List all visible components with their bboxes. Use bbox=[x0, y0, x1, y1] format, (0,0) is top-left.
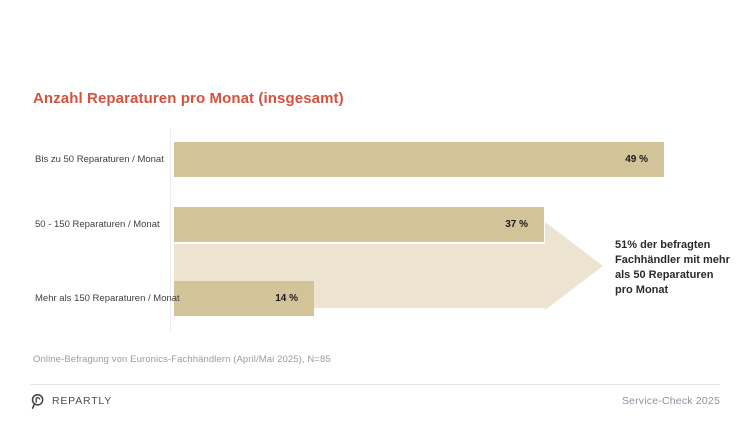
brand-name: REPARTLY bbox=[52, 395, 113, 407]
footer-divider bbox=[30, 384, 720, 385]
bar-value-label: 49 % bbox=[625, 154, 648, 165]
page-title: Anzahl Reparaturen pro Monat (insgesamt) bbox=[33, 90, 344, 107]
category-label: Bis zu 50 Reparaturen / Monat bbox=[35, 154, 164, 165]
callout-annotation: 51% der befragten Fachhändler mit mehr a… bbox=[615, 239, 730, 296]
bar-value-label: 37 % bbox=[505, 219, 528, 230]
bar: 14 % bbox=[174, 281, 314, 316]
brand-logo: REPARTLY bbox=[30, 392, 112, 410]
category-label: 50 - 150 Reparaturen / Monat bbox=[35, 219, 160, 230]
bar-row: Mehr als 150 Reparaturen / Monat 14 % bbox=[0, 281, 750, 316]
bar-value-label: 14 % bbox=[275, 293, 298, 304]
bar-chart: Bis zu 50 Reparaturen / Monat 49 % 50 - … bbox=[0, 128, 750, 340]
footer-right-text: Service-Check 2025 bbox=[621, 395, 720, 407]
bar-row: 50 - 150 Reparaturen / Monat 37 % bbox=[0, 207, 750, 242]
bar: 37 % bbox=[174, 207, 544, 242]
source-footnote: Online-Befragung von Euronics-Fachhändle… bbox=[33, 354, 331, 365]
y-axis-line bbox=[170, 128, 171, 332]
bar: 49 % bbox=[174, 142, 664, 177]
repartly-logo-icon bbox=[31, 393, 44, 409]
category-label: Mehr als 150 Reparaturen / Monat bbox=[35, 293, 180, 304]
bar-row: Bis zu 50 Reparaturen / Monat 49 % bbox=[0, 142, 750, 177]
